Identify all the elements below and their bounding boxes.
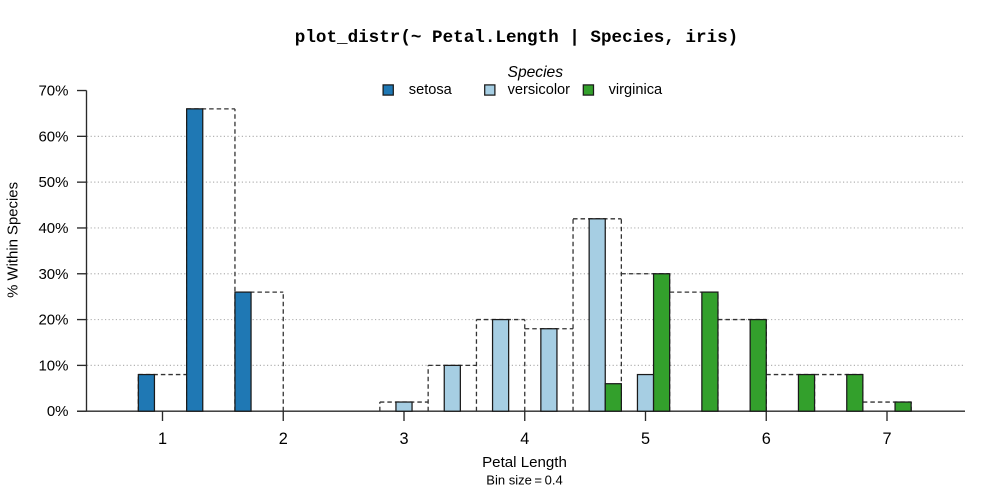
svg-text:% Within Species: % Within Species [6,182,22,298]
svg-text:1: 1 [158,430,167,448]
svg-text:5: 5 [641,430,650,448]
svg-text:versicolor: versicolor [508,82,571,98]
svg-text:4: 4 [520,430,529,448]
svg-text:0%: 0% [47,403,69,420]
svg-text:60%: 60% [38,128,68,145]
svg-text:70%: 70% [38,83,68,100]
svg-text:Species: Species [508,64,564,81]
svg-text:plot_distr(~ Petal.Length | Sp: plot_distr(~ Petal.Length | Species, iri… [295,28,738,48]
svg-text:7: 7 [882,430,891,448]
svg-text:50%: 50% [38,174,68,191]
svg-text:6: 6 [762,430,771,448]
svg-text:virginica: virginica [609,82,663,98]
svg-text:3: 3 [399,430,408,448]
svg-text:30%: 30% [38,266,68,283]
svg-text:40%: 40% [38,220,68,237]
svg-text:2: 2 [279,430,288,448]
svg-text:Bin size = 0.4: Bin size = 0.4 [486,473,562,488]
svg-text:setosa: setosa [409,82,453,98]
svg-text:Petal Length: Petal Length [482,454,567,471]
svg-text:20%: 20% [38,312,68,329]
svg-text:10%: 10% [38,357,68,374]
